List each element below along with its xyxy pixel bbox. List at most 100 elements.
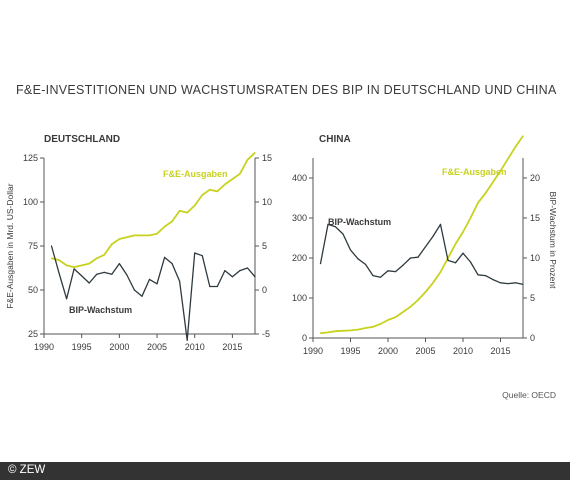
data-point-f-e-ausgaben [349,329,352,331]
data-point-bip-wachstum [186,339,188,341]
data-point-bip-wachstum [424,246,427,248]
data-point-bip-wachstum [126,274,128,276]
x-tick-label: 1990 [34,342,54,352]
data-point-bip-wachstum [357,258,359,260]
data-point-bip-wachstum [334,226,337,228]
left-y-tick-label: 100 [292,293,307,303]
data-point-f-e-ausgaben [462,231,464,233]
data-point-f-e-ausgaben [439,271,442,273]
data-point-bip-wachstum [342,233,344,235]
data-point-bip-wachstum [417,256,419,258]
data-point-bip-wachstum [327,223,329,225]
data-point-bip-wachstum [454,262,457,264]
left-y-tick-label: 25 [28,329,38,339]
data-point-f-e-ausgaben [477,202,479,204]
data-point-bip-wachstum [216,285,218,288]
data-point-bip-wachstum [462,252,464,254]
data-point-f-e-ausgaben [216,190,218,192]
data-point-f-e-ausgaben [372,326,374,328]
source-note: Quelle: OECD [502,390,556,400]
data-point-f-e-ausgaben [224,183,226,185]
x-tick-label: 1990 [303,346,323,356]
data-point-bip-wachstum [387,270,389,272]
x-tick-label: 2000 [378,346,398,356]
right-y-tick-label: 0 [262,285,267,295]
right-y-tick-label: 10 [530,253,540,263]
data-point-f-e-ausgaben [66,264,68,266]
data-point-bip-wachstum [492,279,494,281]
left-y-tick-label: 75 [28,241,38,251]
data-point-f-e-ausgaben [514,146,517,148]
data-point-f-e-ausgaben [239,173,241,175]
data-point-f-e-ausgaben [394,316,397,318]
series-line-f-e-ausgaben [320,135,524,335]
data-point-bip-wachstum [133,289,135,291]
data-point-f-e-ausgaben [499,170,502,172]
data-point-f-e-ausgaben [96,257,98,259]
x-tick-label: 2010 [185,342,205,352]
x-tick-label: 1995 [72,342,92,352]
data-point-f-e-ausgaben [201,194,203,196]
x-tick-label: 1995 [340,346,360,356]
data-point-bip-wachstum [477,274,479,276]
left-y-tick-label: 100 [23,197,38,207]
data-point-f-e-ausgaben [327,331,329,333]
data-point-f-e-ausgaben [246,159,249,161]
data-point-f-e-ausgaben [319,332,322,334]
data-point-f-e-ausgaben [81,264,83,266]
data-point-f-e-ausgaben [507,158,509,160]
data-point-f-e-ausgaben [156,233,158,235]
data-point-f-e-ausgaben [417,299,419,301]
data-point-f-e-ausgaben [126,236,128,238]
data-point-f-e-ausgaben [387,319,389,321]
data-point-f-e-ausgaben [50,257,53,259]
x-tick-label: 2000 [109,342,129,352]
x-tick-label: 2005 [147,342,167,352]
data-point-f-e-ausgaben [454,243,457,245]
data-point-bip-wachstum [118,263,120,265]
data-point-f-e-ausgaben [111,243,113,245]
data-point-bip-wachstum [88,282,90,284]
data-point-f-e-ausgaben [88,263,90,265]
left-y-tick-label: 125 [23,153,38,163]
series-line-f-e-ausgaben [51,152,256,268]
data-point-f-e-ausgaben [141,234,143,236]
data-point-f-e-ausgaben [118,238,120,240]
germany-chart: 1990 1995 2000 2005 2010 2015 25 50 75 100 125 -5 0 5… [5,152,272,352]
data-point-bip-wachstum [439,223,442,225]
data-point-bip-wachstum [246,267,249,269]
left-y-axis-title: F&E-Ausgaben in Mrd. US-Dollar [5,183,15,308]
data-point-f-e-ausgaben [58,259,60,261]
data-point-bip-wachstum [469,261,472,263]
data-point-f-e-ausgaben [164,226,166,228]
data-point-bip-wachstum [239,270,241,272]
data-point-bip-wachstum [164,256,166,258]
right-y-tick-label: 15 [262,153,272,163]
data-point-bip-wachstum [447,259,449,261]
right-y-tick-label: -5 [262,329,270,339]
x-tick-label: 2015 [222,342,242,352]
series-label-bip-wachstum: BIP-Wachstum [69,305,132,315]
data-point-bip-wachstum [148,278,151,280]
data-point-f-e-ausgaben [522,135,524,137]
data-point-f-e-ausgaben [364,327,367,329]
series-label-bip-wachstum: BIP-Wachstum [328,217,391,227]
x-tick-label: 2010 [453,346,473,356]
data-point-bip-wachstum [96,273,98,275]
right-y-tick-label: 15 [530,213,540,223]
right-y-tick-label: 5 [530,293,535,303]
data-point-bip-wachstum [50,245,53,247]
data-point-bip-wachstum [409,257,412,259]
data-point-bip-wachstum [111,273,113,275]
data-point-bip-wachstum [224,270,226,272]
data-point-f-e-ausgaben [424,291,427,293]
data-point-f-e-ausgaben [186,212,188,214]
data-point-f-e-ausgaben [379,323,382,325]
x-tick-label: 2005 [415,346,435,356]
right-y-tick-label: 0 [530,333,535,343]
data-point-f-e-ausgaben [171,220,173,222]
series-label-f-e-ausgaben: F&E-Ausgaben [442,167,507,177]
data-point-bip-wachstum [514,282,517,284]
data-point-bip-wachstum [394,271,397,273]
data-point-bip-wachstum [171,263,173,265]
